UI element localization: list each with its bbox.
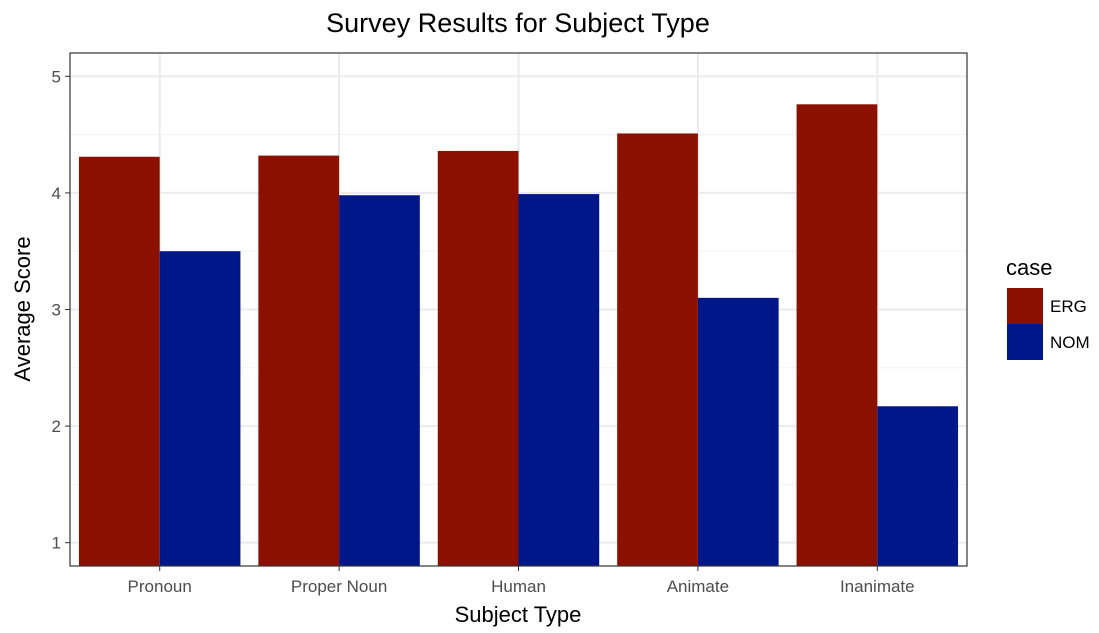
- bar-nom-animate: [697, 297, 779, 566]
- y-tick-label: 3: [52, 301, 61, 320]
- bar-nom-human: [518, 194, 600, 566]
- bar-nom-inanimate: [877, 406, 959, 566]
- x-tick-label: Human: [491, 577, 546, 596]
- y-tick-label: 4: [52, 184, 61, 203]
- legend-swatch-erg: [1007, 288, 1043, 324]
- bar-nom-pronoun: [159, 251, 241, 567]
- x-tick-label: Pronoun: [128, 577, 192, 596]
- legend-swatch-nom: [1007, 324, 1043, 360]
- x-tick-label: Proper Noun: [291, 577, 387, 596]
- legend-label-erg: ERG: [1050, 297, 1087, 316]
- chart-title: Survey Results for Subject Type: [326, 8, 710, 38]
- legend-title: case: [1006, 255, 1052, 280]
- bar-erg-pronoun: [78, 156, 160, 566]
- bar-nom-proper-noun: [339, 195, 420, 566]
- bars: [78, 104, 959, 567]
- x-axis: Pronoun Proper Noun Human Animate Inanimate: [128, 566, 915, 596]
- x-tick-label: Animate: [667, 577, 729, 596]
- bar-erg-proper-noun: [258, 155, 340, 566]
- legend: case ERG NOM: [1006, 255, 1090, 360]
- x-tick-label: Inanimate: [840, 577, 915, 596]
- bar-erg-animate: [617, 133, 698, 566]
- y-tick-label: 2: [52, 417, 61, 436]
- bar-erg-human: [437, 150, 519, 566]
- y-tick-label: 1: [52, 534, 61, 553]
- legend-label-nom: NOM: [1050, 333, 1090, 352]
- y-axis-label: Average Score: [10, 236, 35, 381]
- y-tick-label: 5: [52, 67, 61, 86]
- x-axis-label: Subject Type: [455, 602, 582, 627]
- y-axis: 1 2 3 4 5: [52, 67, 70, 553]
- bar-erg-inanimate: [796, 104, 878, 567]
